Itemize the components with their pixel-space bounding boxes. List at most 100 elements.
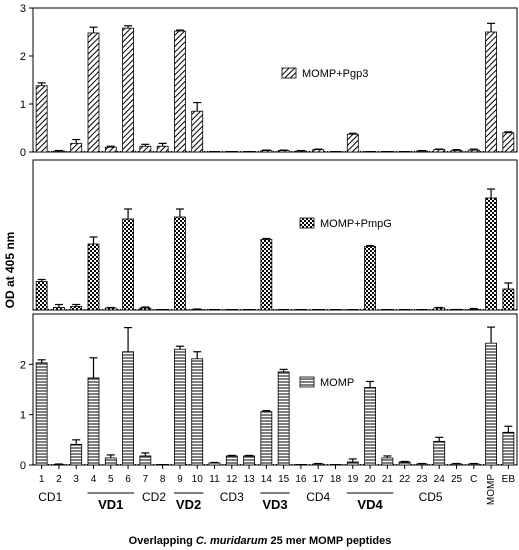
bar: [122, 218, 134, 311]
x-tick-label: 11: [209, 474, 220, 485]
x-tick-label: 5: [108, 474, 114, 485]
y-tick-label: 2: [20, 359, 26, 371]
x-tick-label: 14: [261, 474, 273, 485]
bar: [364, 387, 376, 466]
x-tick-label: 18: [330, 474, 342, 485]
x-title-suffix: 25 mer MOMP peptides: [267, 535, 391, 547]
x-tick-label: C: [470, 474, 477, 485]
region-label: CD3: [220, 490, 244, 504]
bar: [208, 462, 221, 466]
x-tick-label: EB: [502, 474, 516, 485]
x-tick-label: 3: [73, 474, 79, 485]
panel-1: 0 1 2 3 MOMP+Pgp3: [20, 3, 518, 159]
x-tick-label: 10: [192, 474, 204, 485]
bar: [277, 150, 290, 153]
x-title-species: C. muridarum: [196, 535, 268, 547]
bar: [364, 246, 376, 311]
bar: [70, 142, 83, 153]
legend-swatch: [281, 67, 297, 79]
region-label: CD1: [38, 490, 62, 504]
bar: [346, 461, 359, 466]
bar: [485, 197, 497, 311]
x-tick-label: MOMP: [486, 474, 497, 505]
legend-swatch: [299, 217, 315, 229]
y-tick-label: 1: [20, 99, 26, 111]
region-label: CD5: [419, 490, 443, 504]
bar: [433, 149, 446, 153]
bar: [433, 307, 446, 311]
bar: [502, 431, 515, 466]
bar: [502, 132, 515, 153]
bar: [70, 306, 83, 311]
x-tick-label: 25: [451, 474, 463, 485]
bar: [416, 150, 428, 153]
bar: [225, 455, 238, 466]
panel-3: 0 1 2 MOMP: [20, 313, 518, 472]
bar: [277, 371, 290, 466]
y-tick-label: 0: [20, 147, 26, 159]
bar: [122, 351, 134, 466]
bar: [139, 307, 152, 311]
bar: [346, 133, 359, 153]
x-tick-label: 7: [143, 474, 149, 485]
bar: [433, 440, 446, 466]
panel-frame: [32, 159, 518, 311]
bar: [174, 216, 186, 311]
region-label: CD2: [142, 490, 166, 504]
bar: [450, 463, 463, 466]
x-tick-label: 20: [365, 474, 377, 485]
x-tick-label: 24: [434, 474, 446, 485]
bar: [502, 288, 515, 311]
x-tick-label: 16: [295, 474, 307, 485]
bar: [260, 150, 273, 153]
bar: [485, 342, 497, 466]
x-title-prefix: Overlapping: [129, 535, 196, 547]
x-tick-label: 23: [416, 474, 428, 485]
x-tick-label: 15: [278, 474, 290, 485]
region-label: VD3: [262, 497, 287, 512]
bar: [122, 27, 134, 153]
bar: [87, 377, 100, 466]
bar: [381, 457, 394, 466]
region-label: VD4: [357, 497, 383, 512]
x-tick-label: 19: [347, 474, 359, 485]
bar: [416, 463, 428, 466]
x-tick-label: 13: [244, 474, 256, 485]
x-tick-label: 22: [399, 474, 411, 485]
bar: [467, 463, 480, 466]
bar: [53, 150, 65, 153]
region-label: VD1: [98, 497, 123, 512]
bar: [174, 30, 186, 153]
x-tick-label: 8: [160, 474, 166, 485]
bar: [467, 149, 480, 153]
region-label: CD4: [306, 490, 330, 504]
y-tick-label: 0: [20, 460, 26, 472]
x-axis-title: Overlapping C. muridarum 25 mer MOMP pep…: [129, 535, 392, 547]
x-tick-label: 2: [56, 474, 62, 485]
bar: [104, 307, 117, 311]
bar: [450, 150, 463, 153]
bar: [35, 85, 48, 153]
legend-swatch: [299, 376, 315, 388]
x-tick-label: 4: [91, 474, 97, 485]
bar: [35, 281, 48, 311]
bar: [70, 443, 83, 466]
bar: [467, 309, 480, 311]
bar: [260, 239, 273, 311]
bar: [191, 110, 204, 153]
x-tick-label: 12: [226, 474, 238, 485]
x-tick-label: 9: [177, 474, 183, 485]
region-label: VD2: [176, 497, 201, 512]
panel-2: MOMP+PmpG: [32, 159, 518, 311]
panel-frame: [32, 7, 518, 153]
y-tick-label: 3: [20, 3, 26, 15]
bar: [87, 32, 100, 153]
bar: [87, 243, 100, 311]
panel-frame: [32, 313, 518, 466]
bar: [174, 348, 186, 466]
bar: [104, 457, 117, 466]
bar: [243, 455, 255, 466]
bar: [191, 358, 204, 466]
